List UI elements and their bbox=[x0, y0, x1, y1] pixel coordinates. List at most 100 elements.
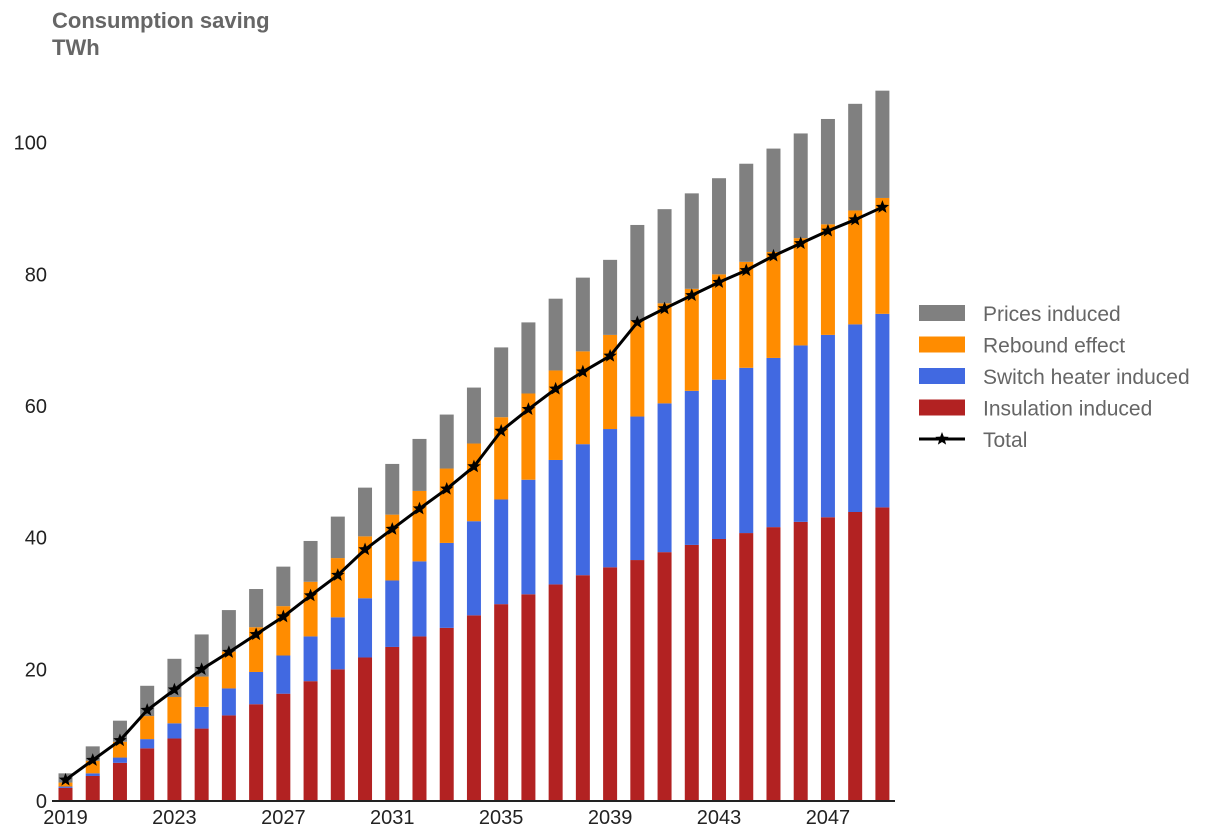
y-tick-label-60: 60 bbox=[25, 396, 47, 418]
bar-switch-heater-induced-2037 bbox=[548, 459, 563, 585]
bar-switch-heater-induced-2042 bbox=[684, 390, 699, 545]
bar-insulation-induced-2027 bbox=[276, 693, 291, 801]
bar-rebound-effect-2044 bbox=[739, 261, 754, 368]
bar-prices-induced-2045 bbox=[766, 148, 781, 252]
bar-rebound-effect-2046 bbox=[793, 238, 808, 346]
bar-switch-heater-induced-2033 bbox=[439, 542, 454, 628]
bar-rebound-effect-2029 bbox=[330, 558, 345, 618]
y-tick-label-80: 80 bbox=[25, 264, 47, 286]
bar-switch-heater-induced-2030 bbox=[358, 598, 373, 658]
bar-switch-heater-induced-2048 bbox=[848, 324, 863, 512]
bar-rebound-effect-2042 bbox=[684, 288, 699, 391]
bar-prices-induced-2046 bbox=[793, 133, 808, 239]
total-marker-2046 bbox=[794, 236, 808, 250]
bar-insulation-induced-2047 bbox=[820, 517, 835, 801]
x-tick-label-2027: 2027 bbox=[261, 807, 306, 829]
bar-prices-induced-2030 bbox=[358, 487, 373, 537]
total-marker-2035 bbox=[494, 424, 508, 437]
bar-prices-induced-2040 bbox=[630, 224, 645, 321]
bar-insulation-induced-2032 bbox=[412, 636, 427, 801]
bar-insulation-induced-2035 bbox=[494, 604, 509, 801]
total-marker-2027 bbox=[276, 609, 290, 623]
bar-prices-induced-2025 bbox=[221, 610, 236, 652]
bar-insulation-induced-2021 bbox=[112, 762, 127, 801]
plot-area bbox=[58, 90, 890, 801]
bar-rebound-effect-2040 bbox=[630, 320, 645, 417]
x-tick-label-2043: 2043 bbox=[697, 807, 742, 829]
total-marker-2048 bbox=[848, 212, 862, 226]
bar-insulation-induced-2029 bbox=[330, 669, 345, 801]
bar-insulation-induced-2042 bbox=[684, 544, 699, 801]
bar-prices-induced-2036 bbox=[521, 322, 536, 394]
total-marker-2029 bbox=[331, 568, 345, 581]
bar-prices-induced-2042 bbox=[684, 193, 699, 289]
total-marker-2020 bbox=[86, 753, 100, 766]
total-marker-2037 bbox=[548, 381, 563, 395]
bar-prices-induced-2026 bbox=[249, 589, 264, 628]
bar-rebound-effect-2024 bbox=[194, 676, 209, 707]
legend-swatch-insulation-induced bbox=[919, 399, 965, 416]
bar-rebound-effect-2025 bbox=[221, 651, 236, 689]
bar-switch-heater-induced-2020 bbox=[85, 773, 100, 776]
bar-insulation-induced-2024 bbox=[194, 728, 209, 801]
bar-prices-induced-2032 bbox=[412, 438, 427, 491]
chart-subtitle: TWh bbox=[52, 35, 100, 60]
bar-insulation-induced-2022 bbox=[140, 748, 155, 801]
bar-rebound-effect-2022 bbox=[140, 716, 155, 740]
total-marker-2047 bbox=[821, 223, 835, 237]
y-tick-label-20: 20 bbox=[25, 659, 47, 681]
bar-prices-induced-2028 bbox=[303, 540, 318, 582]
bar-insulation-induced-2048 bbox=[848, 511, 863, 801]
bar-insulation-induced-2019 bbox=[58, 787, 73, 801]
bar-switch-heater-induced-2044 bbox=[739, 367, 754, 534]
bar-rebound-effect-2047 bbox=[820, 224, 835, 335]
total-marker-2032 bbox=[412, 501, 427, 515]
bar-switch-heater-induced-2023 bbox=[167, 723, 182, 739]
x-tick-label-2035: 2035 bbox=[479, 807, 524, 829]
x-tick-label-2047: 2047 bbox=[806, 807, 851, 829]
total-marker-2044 bbox=[739, 263, 753, 277]
x-tick-label-2039: 2039 bbox=[588, 807, 633, 829]
legend-label-prices-induced: Prices induced bbox=[983, 303, 1121, 326]
bar-insulation-induced-2034 bbox=[466, 615, 481, 801]
x-tick-label-2019: 2019 bbox=[43, 807, 88, 829]
bar-prices-induced-2031 bbox=[385, 463, 400, 515]
total-marker-2023 bbox=[167, 682, 182, 696]
total-marker-2040 bbox=[630, 315, 644, 329]
legend-label-insulation-induced: Insulation induced bbox=[983, 398, 1152, 421]
total-marker-2045 bbox=[766, 248, 781, 262]
bar-switch-heater-induced-2041 bbox=[657, 403, 672, 553]
bar-prices-induced-2039 bbox=[603, 259, 618, 335]
bar-rebound-effect-2049 bbox=[875, 197, 890, 314]
total-marker-2026 bbox=[249, 627, 263, 641]
bar-insulation-induced-2023 bbox=[167, 738, 182, 801]
bar-insulation-induced-2041 bbox=[657, 552, 672, 801]
legend-label-rebound-effect: Rebound effect bbox=[983, 335, 1125, 358]
total-marker-2043 bbox=[712, 275, 726, 288]
bar-insulation-induced-2028 bbox=[303, 681, 318, 801]
bar-switch-heater-induced-2022 bbox=[140, 739, 155, 749]
bar-switch-heater-induced-2032 bbox=[412, 561, 427, 637]
bar-prices-induced-2047 bbox=[820, 118, 835, 225]
bar-insulation-induced-2026 bbox=[249, 704, 264, 801]
x-tick-label-2031: 2031 bbox=[370, 807, 415, 829]
bar-insulation-induced-2045 bbox=[766, 527, 781, 801]
y-tick-label-0: 0 bbox=[36, 791, 47, 813]
bar-insulation-induced-2044 bbox=[739, 533, 754, 801]
x-tick-label-2023: 2023 bbox=[152, 807, 197, 829]
bar-insulation-induced-2033 bbox=[439, 627, 454, 801]
bar-switch-heater-induced-2028 bbox=[303, 636, 318, 682]
bar-insulation-induced-2049 bbox=[875, 507, 890, 801]
bar-switch-heater-induced-2035 bbox=[494, 499, 509, 605]
bar-switch-heater-induced-2019 bbox=[58, 786, 73, 788]
total-marker-2024 bbox=[194, 662, 209, 675]
bar-prices-induced-2049 bbox=[875, 90, 890, 198]
legend-label-switch-heater-induced: Switch heater induced bbox=[983, 366, 1190, 389]
total-marker-2021 bbox=[113, 733, 127, 747]
bar-rebound-effect-2019 bbox=[58, 782, 73, 787]
y-tick-label-40: 40 bbox=[25, 528, 47, 550]
bar-rebound-effect-2023 bbox=[167, 696, 182, 724]
total-marker-2033 bbox=[440, 481, 454, 495]
bar-switch-heater-induced-2045 bbox=[766, 357, 781, 528]
